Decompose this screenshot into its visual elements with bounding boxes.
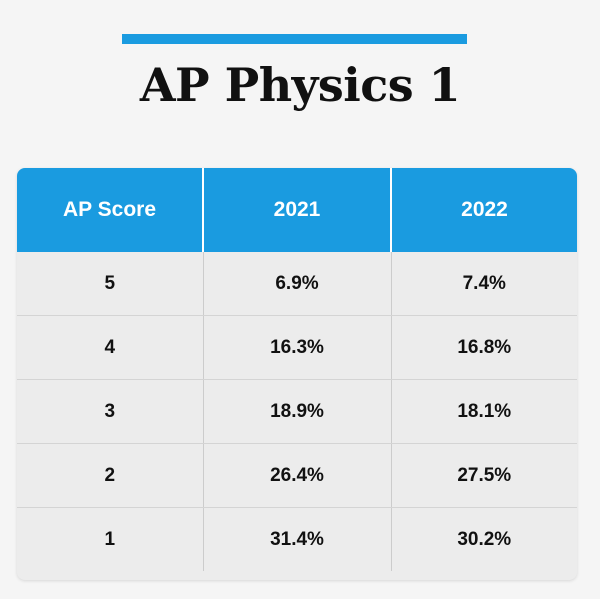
table-row: 4 16.3% 16.8% [17,315,577,380]
title: AP Physics 1 [139,58,461,112]
table-cell: 6.9% [203,252,392,316]
table-cell: 1 [17,507,204,571]
table-cell: 16.8% [391,315,577,380]
column-header: AP Score [17,168,204,252]
accent-bar [122,34,467,44]
table-card: AP Score 2021 2022 5 6.9% 7.4% 4 16.3% 16.8% 3 18… [17,168,577,580]
table-cell: 18.1% [391,379,577,444]
table-row: 3 18.9% 18.1% [17,379,577,444]
column-header: 2022 [391,168,577,252]
table-cell: 30.2% [457,528,512,550]
header-row: AP Score 2021 2022 [17,168,577,252]
score-table: AP Score 2021 2022 5 6.9% 7.4% 4 16.3% 16.8% 3 18… [17,168,577,571]
column-header: 2021 [203,168,392,252]
table-cell: 4 [17,315,204,380]
table-cell: 2 [17,443,204,508]
table-cell: 5 [17,252,204,316]
table-cell: 3 [17,379,204,444]
table-row: 1 31.4% 30.2% [17,507,577,571]
table-row: 5 6.9% 7.4% [17,252,577,316]
table-body: 5 6.9% 7.4% 4 16.3% 16.8% 3 18.9% 18.1% 2 26.4% 27.… [17,252,577,571]
table-row: 2 26.4% 27.5% [17,443,577,508]
table-cell: 31.4% [203,507,392,571]
table-cell: 16.3% [203,315,392,380]
table-cell: 27.5% [391,443,577,508]
table-cell: 18.9% [203,379,392,444]
table-cell: 7.4% [391,252,577,316]
table-cell: 26.4% [203,443,392,508]
